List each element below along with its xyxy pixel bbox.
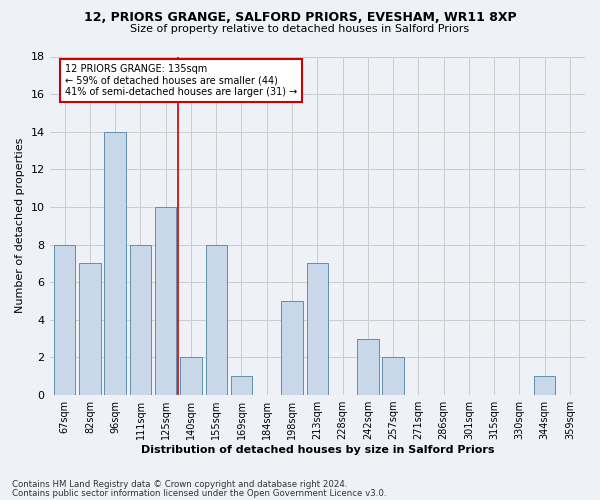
Text: Contains HM Land Registry data © Crown copyright and database right 2024.: Contains HM Land Registry data © Crown c… xyxy=(12,480,347,489)
Bar xyxy=(231,376,252,395)
Bar xyxy=(155,207,176,395)
Text: 12, PRIORS GRANGE, SALFORD PRIORS, EVESHAM, WR11 8XP: 12, PRIORS GRANGE, SALFORD PRIORS, EVESH… xyxy=(83,11,517,24)
X-axis label: Distribution of detached houses by size in Salford Priors: Distribution of detached houses by size … xyxy=(140,445,494,455)
Bar xyxy=(180,358,202,395)
Text: 12 PRIORS GRANGE: 135sqm
← 59% of detached houses are smaller (44)
41% of semi-d: 12 PRIORS GRANGE: 135sqm ← 59% of detach… xyxy=(65,64,298,97)
Y-axis label: Number of detached properties: Number of detached properties xyxy=(15,138,25,314)
Bar xyxy=(534,376,556,395)
Bar xyxy=(357,338,379,395)
Bar xyxy=(281,301,303,395)
Bar xyxy=(54,244,76,395)
Bar xyxy=(130,244,151,395)
Text: Contains public sector information licensed under the Open Government Licence v3: Contains public sector information licen… xyxy=(12,489,386,498)
Bar xyxy=(382,358,404,395)
Bar xyxy=(307,264,328,395)
Bar xyxy=(79,264,101,395)
Bar xyxy=(104,132,126,395)
Bar xyxy=(206,244,227,395)
Text: Size of property relative to detached houses in Salford Priors: Size of property relative to detached ho… xyxy=(130,24,470,34)
